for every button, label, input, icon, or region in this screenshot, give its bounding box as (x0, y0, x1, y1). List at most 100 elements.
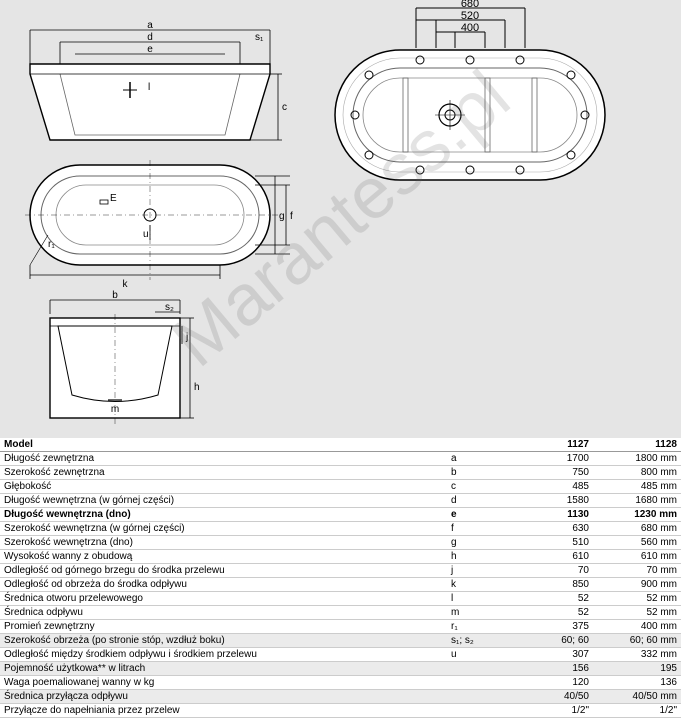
row-symbol: d (447, 494, 515, 508)
lbl-u: u (143, 229, 149, 240)
row-symbol (447, 704, 515, 718)
row-val-1128: 400 mm (593, 620, 681, 634)
lbl-l: l (148, 82, 150, 93)
row-val-1128: 610 mm (593, 550, 681, 564)
table-row: Średnica przyłącza odpływu40/5040/50 mm (0, 690, 681, 704)
row-val-1127: 1700 (515, 452, 593, 466)
row-label: Odległość między środkiem odpływu i środ… (0, 648, 447, 662)
row-val-1128: 800 mm (593, 466, 681, 480)
row-val-1127: 70 (515, 564, 593, 578)
spec-table: Model 1127 1128 Długość zewnętrznaa17001… (0, 438, 681, 718)
row-val-1127: 630 (515, 522, 593, 536)
th-1128: 1128 (593, 438, 681, 452)
table-row: Odległość od górnego brzegu do środka pr… (0, 564, 681, 578)
row-val-1128: 195 (593, 662, 681, 676)
row-label: Średnica przyłącza odpływu (0, 690, 447, 704)
lbl-f: f (290, 211, 293, 222)
row-label: Długość wewnętrzna (dno) (0, 508, 447, 522)
table-row: Głębokośćc485485 mm (0, 480, 681, 494)
row-symbol: r₁ (447, 620, 515, 634)
table-row: Przyłącze do napełniania przez przelew1/… (0, 704, 681, 718)
row-label: Głębokość (0, 480, 447, 494)
row-symbol: s₁; s₂ (447, 634, 515, 648)
row-val-1128: 900 mm (593, 578, 681, 592)
side-view: a d e s₁ l c (30, 20, 287, 140)
row-val-1128: 60; 60 mm (593, 634, 681, 648)
row-val-1127: 60; 60 (515, 634, 593, 648)
row-symbol (447, 662, 515, 676)
row-val-1127: 375 (515, 620, 593, 634)
lbl-c: c (282, 102, 287, 113)
row-label: Szerokość obrzeża (po stronie stóp, wzdł… (0, 634, 447, 648)
lbl-e: e (147, 44, 153, 55)
row-label: Średnica odpływu (0, 606, 447, 620)
row-label: Szerokość zewnętrzna (0, 466, 447, 480)
row-symbol: f (447, 522, 515, 536)
row-val-1127: 610 (515, 550, 593, 564)
row-label: Promień zewnętrzny (0, 620, 447, 634)
table-row: Szerokość zewnętrznab750800 mm (0, 466, 681, 480)
row-val-1128: 1800 mm (593, 452, 681, 466)
row-symbol: c (447, 480, 515, 494)
row-val-1128: 136 (593, 676, 681, 690)
row-val-1128: 560 mm (593, 536, 681, 550)
lbl-g: g (279, 211, 285, 222)
table-row: Średnica otworu przelewowegol5252 mm (0, 592, 681, 606)
row-val-1128: 332 mm (593, 648, 681, 662)
lbl-b: b (112, 290, 118, 301)
table-row: Wysokość wanny z obudowąh610610 mm (0, 550, 681, 564)
row-val-1127: 120 (515, 676, 593, 690)
lbl-r1: r₁ (48, 239, 55, 250)
row-val-1128: 52 mm (593, 592, 681, 606)
table-row: Szerokość wewnętrzna (dno)g510560 mm (0, 536, 681, 550)
row-symbol: m (447, 606, 515, 620)
row-val-1127: 1/2" (515, 704, 593, 718)
row-val-1127: 40/50 (515, 690, 593, 704)
row-label: Długość zewnętrzna (0, 452, 447, 466)
row-symbol (447, 676, 515, 690)
row-symbol: h (447, 550, 515, 564)
row-symbol: l (447, 592, 515, 606)
tech-drawing: 680 520 400 (0, 0, 681, 438)
plan-view: E r₁ u f g k (25, 160, 293, 290)
row-symbol: e (447, 508, 515, 522)
row-symbol: a (447, 452, 515, 466)
row-label: Pojemność użytkowa** w litrach (0, 662, 447, 676)
row-label: Średnica otworu przelewowego (0, 592, 447, 606)
lbl-E: E (110, 193, 117, 204)
lbl-k: k (123, 279, 129, 290)
row-label: Szerokość wewnętrzna (dno) (0, 536, 447, 550)
table-row: Szerokość obrzeża (po stronie stóp, wzdł… (0, 634, 681, 648)
row-val-1127: 750 (515, 466, 593, 480)
th-1127: 1127 (515, 438, 593, 452)
table-row: Długość zewnętrznaa17001800 mm (0, 452, 681, 466)
row-val-1128: 52 mm (593, 606, 681, 620)
row-val-1127: 307 (515, 648, 593, 662)
table-row: Odległość między środkiem odpływu i środ… (0, 648, 681, 662)
plan-view-bolts (335, 50, 605, 180)
row-symbol: u (447, 648, 515, 662)
table-row: Szerokość wewnętrzna (w górnej części)f6… (0, 522, 681, 536)
row-val-1127: 850 (515, 578, 593, 592)
dim-400: 400 (461, 22, 479, 34)
row-label: Długość wewnętrzna (w górnej części) (0, 494, 447, 508)
row-label: Odległość od obrzeża do środka odpływu (0, 578, 447, 592)
row-val-1127: 485 (515, 480, 593, 494)
row-val-1127: 1580 (515, 494, 593, 508)
row-val-1128: 680 mm (593, 522, 681, 536)
row-val-1128: 70 mm (593, 564, 681, 578)
table-row: Odległość od obrzeża do środka odpływuk8… (0, 578, 681, 592)
row-symbol: j (447, 564, 515, 578)
row-val-1128: 1/2" (593, 704, 681, 718)
table-row: Długość wewnętrzna (w górnej części)d158… (0, 494, 681, 508)
row-val-1128: 1680 mm (593, 494, 681, 508)
front-view: b s₂ m h j (50, 290, 200, 424)
row-val-1127: 52 (515, 592, 593, 606)
table-row: Waga poemaliowanej wanny w kg120136 (0, 676, 681, 690)
table-row: Długość wewnętrzna (dno)e11301230 mm (0, 508, 681, 522)
row-val-1127: 1130 (515, 508, 593, 522)
row-val-1128: 485 mm (593, 480, 681, 494)
lbl-j: j (185, 332, 188, 343)
row-symbol: g (447, 536, 515, 550)
row-symbol (447, 690, 515, 704)
